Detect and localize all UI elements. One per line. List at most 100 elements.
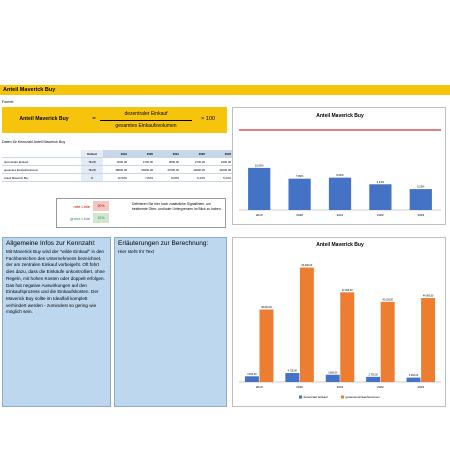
table-cell[interactable]: 10,53% xyxy=(103,173,129,182)
data-label: 3.000,00 xyxy=(247,373,257,376)
legend-label: dezentraler Einkauf xyxy=(304,395,328,399)
bar xyxy=(288,178,311,210)
table-cell[interactable]: 6,43% xyxy=(181,173,207,182)
table-cell[interactable]: 4700,00 xyxy=(129,157,155,166)
bar xyxy=(244,376,259,382)
legend-swatch xyxy=(299,395,302,399)
signal-line-box xyxy=(56,198,226,228)
explanation-title[interactable]: Erläuterungen zur Berechnung: xyxy=(118,240,209,247)
chart-title: Anteil Maverick Buy xyxy=(316,242,364,248)
green-line-label: grüne Linie xyxy=(70,216,90,221)
sheet-title: Anteil Maverick Buy xyxy=(0,85,450,95)
row-label[interactable]: Anteil Maverick Buy xyxy=(2,173,81,182)
table-cell[interactable]: 38000,00 xyxy=(103,165,129,174)
data-label: 3.800,00 xyxy=(328,371,338,374)
signal-line-note: Definieren Sie hier noch zusätzliche Sig… xyxy=(132,202,222,211)
x-tick-label: 2022 xyxy=(377,213,384,217)
legend-label: gesamtes Einkaufsvolumen xyxy=(346,395,381,399)
bar xyxy=(366,376,381,382)
red-line-label: rote Linie xyxy=(73,204,90,209)
table-header-cell: 2022 xyxy=(181,150,207,158)
x-tick-label: 2023 xyxy=(417,385,424,389)
bar xyxy=(369,184,392,210)
data-label: 60.000,00 xyxy=(302,264,313,267)
green-line-input[interactable]: 10% xyxy=(93,213,109,223)
table-cell[interactable]: 3000,00 xyxy=(103,157,129,166)
x-tick-label: 2023 xyxy=(417,213,424,217)
percentage-bar-chart: Anteil Maverick Buy 10,53% 2019 7,83% 2020 8… xyxy=(239,113,441,217)
data-label: 44.000,00 xyxy=(423,295,434,298)
table-row: gesamtes Einkaufsvolumen TEUR 38000,00 6… xyxy=(2,165,233,174)
formula-denominator: gesamtes Einkaufsvolumen xyxy=(115,123,177,129)
x-tick-label: 2021 xyxy=(337,385,344,389)
x-tick-label: 2019 xyxy=(256,213,263,217)
explanation-panel: Erläuterungen zur Berechnung: Hier steht… xyxy=(114,237,227,407)
table-cell[interactable]: 2700,00 xyxy=(181,157,207,166)
bar xyxy=(325,374,340,382)
bar xyxy=(328,177,352,210)
bar xyxy=(409,189,432,210)
data-label: 2.700,00 xyxy=(368,373,378,376)
bar xyxy=(406,377,421,382)
info-title: Allgemeine Infos zur Kennzahl: xyxy=(6,240,96,247)
info-panel: Allgemeine Infos zur Kennzahl: Mit Maver… xyxy=(2,237,111,407)
table-row: dezentraler Einkauf TEUR 3000,00 4700,00… xyxy=(2,157,233,166)
data-label: 2.300,00 xyxy=(409,374,419,377)
table-cell[interactable]: 7,83% xyxy=(129,173,155,182)
table-header-row: Einheit 2019 2020 2021 2022 2023 xyxy=(2,150,233,158)
formula-numerator: dezentraler Einkauf xyxy=(100,109,192,121)
table-cell[interactable]: 42000,00 xyxy=(181,165,207,174)
table-row: Anteil Maverick Buy % 10,53% 7,83% 8,09%… xyxy=(2,173,233,182)
chart-percentage: Anteil Maverick Buy 10,53% 2019 7,83% 2020 8… xyxy=(232,107,446,225)
table-cell[interactable]: 2300,00 xyxy=(207,157,233,166)
volume-bar-chart: Anteil Maverick Buy 3.000,00 38.000,00 201… xyxy=(239,242,441,399)
row-unit[interactable]: TEUR xyxy=(81,157,103,166)
table-cell[interactable]: 60000,00 xyxy=(129,165,155,174)
table-cell[interactable]: 8,09% xyxy=(155,173,181,182)
row-label[interactable]: dezentraler Einkauf xyxy=(2,157,81,166)
x-tick-label: 2019 xyxy=(256,385,263,389)
row-label[interactable]: gesamtes Einkaufsvolumen xyxy=(2,165,81,174)
bar xyxy=(299,267,314,382)
info-text: Mit Maverick Buy wird der "wilde Einkauf… xyxy=(6,249,105,315)
explanation-text[interactable]: Hier steht Ihr Text xyxy=(118,249,154,254)
formula-fraction: dezentraler Einkauf gesamtes Einkaufsvol… xyxy=(100,109,192,131)
x-tick-label: 2021 xyxy=(337,213,344,217)
bar xyxy=(421,298,436,382)
data-caption: Daten für Kennzahl Anteil Maverick Buy xyxy=(2,140,66,144)
data-label: 10,53% xyxy=(255,163,264,167)
bar xyxy=(285,373,300,382)
x-tick-label: 2020 xyxy=(296,385,303,389)
table-cell[interactable]: 3800,00 xyxy=(155,157,181,166)
data-table: Einheit 2019 2020 2021 2022 2023 dezentr… xyxy=(2,150,233,182)
data-label: 5,23% xyxy=(417,185,425,189)
row-unit[interactable]: % xyxy=(81,173,103,182)
row-unit[interactable]: TEUR xyxy=(81,165,103,174)
table-header-cell: 2020 xyxy=(129,150,155,158)
data-label: 7,83% xyxy=(296,174,304,178)
data-label: 38.000,00 xyxy=(261,306,272,309)
chart-volume: Anteil Maverick Buy 3.000,00 38.000,00 201… xyxy=(232,237,446,407)
table-header-cell: Einheit xyxy=(81,150,103,158)
legend-swatch xyxy=(341,395,344,399)
x-tick-label: 2022 xyxy=(377,385,384,389)
table-cell[interactable]: 47000,00 xyxy=(155,165,181,174)
data-label: 47.000,00 xyxy=(342,289,353,292)
formula-multiplier: × 100 xyxy=(201,116,215,122)
table-header-empty xyxy=(2,150,81,158)
bar xyxy=(340,292,355,382)
table-header-cell: 2019 xyxy=(103,150,129,158)
bar xyxy=(248,167,271,210)
table-cell[interactable]: 44000,00 xyxy=(207,165,233,174)
x-tick-label: 2020 xyxy=(296,213,303,217)
table-cell[interactable]: 5,23% xyxy=(207,173,233,182)
formula-label: Formel: xyxy=(2,100,15,104)
data-label: 4.700,00 xyxy=(288,370,298,373)
chart-title: Anteil Maverick Buy xyxy=(316,113,364,119)
red-line-input[interactable]: 20% xyxy=(93,201,109,211)
formula-equals: = xyxy=(92,116,96,122)
formula-left: Anteil Maverick Buy xyxy=(19,116,69,122)
table-header-cell: 2021 xyxy=(155,150,181,158)
bar xyxy=(259,309,274,382)
bar xyxy=(380,301,395,382)
